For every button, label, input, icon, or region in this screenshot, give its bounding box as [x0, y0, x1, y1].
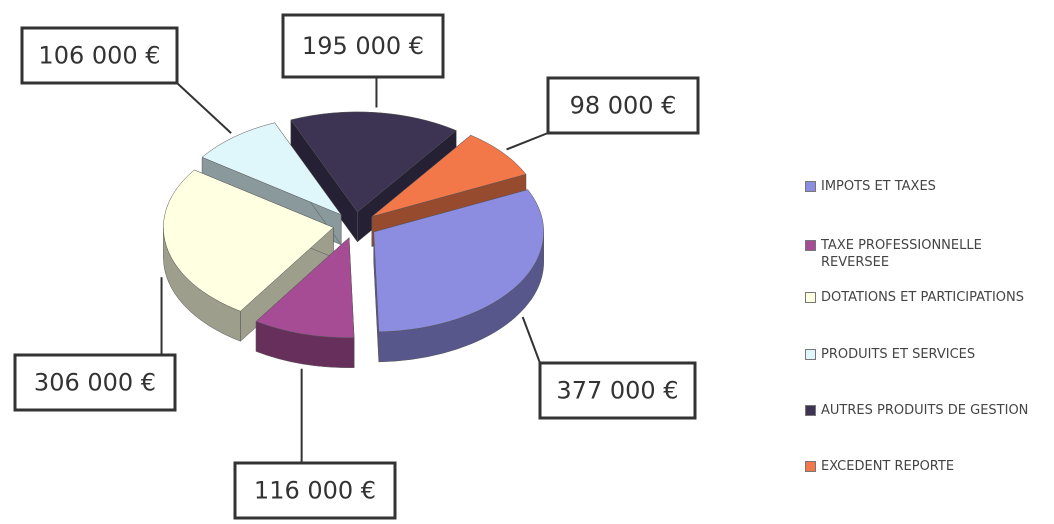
value-label: 377 000 € [556, 377, 678, 405]
legend-label: AUTRES PRODUITS DE GESTION [821, 403, 1029, 418]
leader-line [176, 82, 232, 134]
value-label: 116 000 € [254, 477, 376, 505]
legend-swatch [805, 292, 816, 303]
slice-top [373, 189, 544, 333]
callout-box [13, 353, 177, 412]
legend-swatch [805, 181, 816, 192]
slice-top [371, 134, 527, 217]
legend-swatch [805, 240, 816, 251]
callout-box [281, 13, 445, 79]
legend-label: IMPOTS ET TAXES [821, 179, 936, 194]
legend-swatch [805, 461, 816, 472]
leader-line [521, 316, 541, 364]
legend-item: PRODUITS ET SERVICES [805, 346, 1045, 363]
slice-top [255, 237, 355, 338]
legend-label: PRODUITS ET SERVICES [821, 347, 976, 362]
callout-box [20, 26, 179, 85]
slice [255, 237, 355, 368]
slice-top [163, 169, 334, 312]
legend-item: EXCEDENT REPORTE [805, 458, 1045, 475]
value-label: 98 000 € [570, 92, 677, 120]
callout-box [538, 361, 697, 420]
slice [163, 169, 334, 342]
slice-top [290, 111, 457, 213]
leader-line [506, 132, 549, 151]
legend-swatch [805, 349, 816, 360]
legend-item: IMPOTS ET TAXES [805, 178, 1045, 195]
slice [373, 189, 544, 363]
callout-box [233, 461, 397, 520]
legend-item: AUTRES PRODUITS DE GESTION [805, 402, 1045, 419]
value-label: 195 000 € [302, 32, 424, 60]
legend-swatch [805, 405, 816, 416]
legend-item: TAXE PROFESSIONNELLE REVERSEE [805, 237, 1045, 271]
value-label: 106 000 € [38, 42, 160, 70]
callout-box [546, 76, 700, 135]
legend-label: EXCEDENT REPORTE [821, 459, 955, 474]
slice-top [201, 122, 342, 216]
legend-item: DOTATIONS ET PARTICIPATIONS [805, 289, 1045, 306]
legend-label: TAXE PROFESSIONNELLE REVERSEE [821, 238, 982, 270]
value-label: 306 000 € [34, 369, 156, 397]
legend-label: DOTATIONS ET PARTICIPATIONS [821, 290, 1025, 305]
